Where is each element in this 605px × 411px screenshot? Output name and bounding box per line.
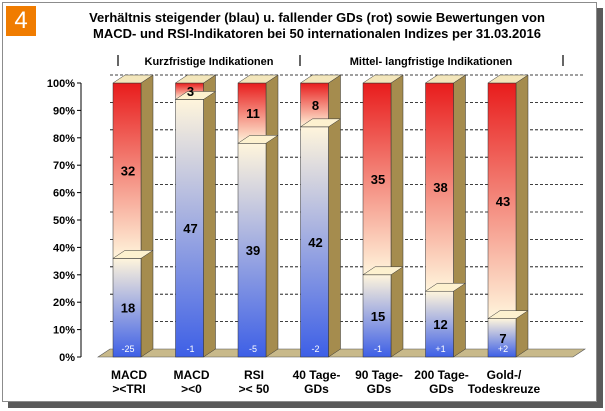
x-category-label: 200 Tage- bbox=[414, 368, 468, 382]
falling-count-label: 32 bbox=[121, 164, 135, 179]
bar-segment-rising bbox=[175, 99, 204, 358]
difference-label: -25 bbox=[121, 344, 134, 354]
y-tick-label: 100% bbox=[47, 78, 75, 90]
bar-boundary-face bbox=[424, 282, 467, 292]
floor bbox=[97, 348, 586, 358]
bar-top-face bbox=[174, 74, 217, 84]
x-category-label: 40 Tage- bbox=[293, 368, 341, 382]
group-headers: Kurzfristige Indikationen Mittel- langfri… bbox=[117, 55, 564, 68]
bar-side-face bbox=[390, 74, 404, 358]
rising-count-label: 39 bbox=[246, 243, 260, 258]
bar-segment-rising bbox=[300, 126, 329, 358]
bar-side-face bbox=[328, 74, 341, 358]
x-category-label: MACD bbox=[111, 368, 147, 382]
bar-segment-falling bbox=[362, 82, 392, 276]
bar-top-face bbox=[299, 74, 342, 84]
falling-count-label: 35 bbox=[371, 172, 385, 187]
bar-top-face bbox=[487, 74, 529, 84]
bar-segment-rising bbox=[487, 318, 517, 358]
bar-3: 39 11 -5 bbox=[237, 74, 279, 358]
bar-side-face bbox=[140, 74, 154, 358]
y-tick-label: 40% bbox=[53, 242, 75, 254]
stacked-bar-chart: 0% 10% 20% 30% 40% 50% 60% 70% 80% 90% 100% 18 32 -2… bbox=[47, 55, 586, 396]
falling-count-label: 38 bbox=[433, 180, 447, 195]
bar-top-face bbox=[112, 74, 154, 84]
difference-label: -1 bbox=[374, 344, 382, 354]
bar-segment-falling bbox=[425, 82, 454, 292]
y-tick-label: 10% bbox=[53, 325, 75, 337]
difference-label: -1 bbox=[186, 344, 194, 354]
y-tick-label: 90% bbox=[53, 105, 75, 117]
bar-1: 18 32 -25 bbox=[112, 74, 154, 358]
rising-count-label: 18 bbox=[121, 301, 135, 316]
chart-title: Verhältnis steigender (blau) u. fallende… bbox=[43, 10, 591, 42]
falling-count-label: 43 bbox=[496, 194, 510, 209]
bar-6: 12 38 +1 bbox=[424, 74, 467, 358]
x-category-label: Todeskreuze bbox=[468, 382, 541, 396]
x-category-label: GDs bbox=[367, 382, 392, 396]
y-tick-label: 80% bbox=[53, 133, 75, 145]
y-tick-label: 0% bbox=[59, 352, 75, 364]
y-tick-label: 30% bbox=[53, 270, 75, 282]
rising-count-label: 12 bbox=[433, 317, 447, 332]
falling-count-label: 11 bbox=[246, 106, 260, 121]
chart-floor bbox=[97, 348, 586, 358]
bar-top-face bbox=[362, 74, 404, 84]
difference-label: +1 bbox=[435, 344, 445, 354]
group-label-short-term: Kurzfristige Indikationen bbox=[145, 56, 274, 68]
bar-boundary-face bbox=[487, 310, 529, 319]
x-category-label: MACD bbox=[174, 368, 210, 382]
difference-label: -5 bbox=[249, 344, 257, 354]
bar-4: 42 8 -2 bbox=[299, 74, 342, 358]
bar-2: 47 3 -1 bbox=[174, 74, 217, 358]
title-line-2: MACD- und RSI-Indikatoren bei 50 interna… bbox=[93, 26, 541, 41]
rising-count-label: 7 bbox=[499, 331, 506, 346]
rising-count-label: 47 bbox=[183, 221, 197, 236]
bars: 18 32 -25 47 3 -1 39 11 -5 42 8 -2 15 35 -1 12 38 +1 7 43 +2 bbox=[112, 74, 529, 358]
x-category-label: GDs bbox=[429, 382, 454, 396]
y-tick-label: 20% bbox=[53, 297, 75, 309]
y-tick-label: 70% bbox=[53, 160, 75, 172]
title-line-1: Verhältnis steigender (blau) u. fallende… bbox=[89, 10, 545, 25]
bar-boundary-face bbox=[237, 135, 279, 144]
x-category-label: Gold-/ bbox=[487, 368, 522, 382]
bar-side-face bbox=[203, 74, 216, 358]
bar-top-face bbox=[237, 74, 279, 84]
bar-side-face bbox=[453, 74, 466, 358]
bar-boundary-face bbox=[362, 266, 404, 276]
x-category-label: 90 Tage- bbox=[355, 368, 403, 382]
rising-count-label: 15 bbox=[371, 309, 385, 324]
rising-count-label: 42 bbox=[308, 235, 322, 250]
bar-boundary-face bbox=[174, 91, 217, 100]
figure-number-badge: 4 bbox=[6, 6, 36, 36]
x-category-label: GDs bbox=[304, 382, 329, 396]
difference-label: -2 bbox=[311, 344, 319, 354]
falling-count-label: 8 bbox=[312, 98, 319, 113]
bar-boundary-face bbox=[112, 250, 154, 259]
bar-segment-rising bbox=[237, 143, 267, 358]
falling-count-label: 3 bbox=[187, 84, 194, 99]
x-category-label: >< 50 bbox=[239, 382, 270, 396]
x-category-label: ><TRI bbox=[112, 382, 145, 396]
bar-segment-rising bbox=[425, 290, 454, 358]
y-axis: 0% 10% 20% 30% 40% 50% 60% 70% 80% 90% 100% bbox=[47, 78, 82, 364]
y-tick-label: 50% bbox=[53, 215, 75, 227]
y-tick-label: 60% bbox=[53, 188, 75, 200]
bar-side-face bbox=[265, 74, 279, 358]
bar-top-face bbox=[424, 74, 467, 84]
bar-5: 15 35 -1 bbox=[362, 74, 404, 358]
bar-boundary-face bbox=[299, 118, 342, 128]
chart-frame: 4 Verhältnis steigender (blau) u. fallen… bbox=[2, 2, 597, 402]
bar-7: 7 43 +2 bbox=[487, 74, 529, 358]
x-category-label: ><0 bbox=[181, 382, 202, 396]
x-category-label: RSI bbox=[244, 368, 264, 382]
bar-segment-rising bbox=[362, 274, 392, 358]
difference-label: +2 bbox=[498, 344, 508, 354]
group-label-long-term: Mittel- langfristige Indikationen bbox=[350, 56, 513, 68]
bar-segment-rising bbox=[112, 258, 142, 358]
